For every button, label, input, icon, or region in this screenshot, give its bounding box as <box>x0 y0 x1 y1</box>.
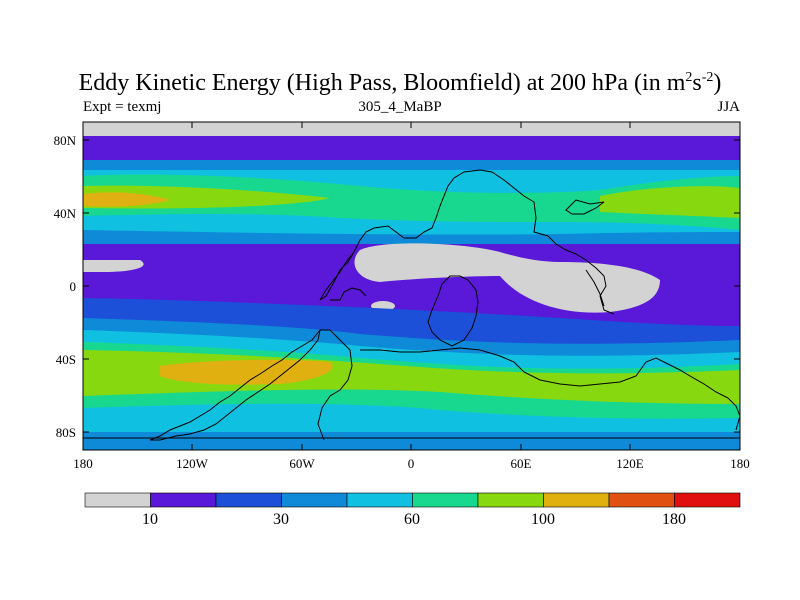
colorbar-swatch <box>215 492 282 508</box>
lon-tick-60w: 60W <box>289 456 315 471</box>
lon-axis <box>191 122 631 450</box>
colorbar-swatch <box>608 492 675 508</box>
colorbar-label-180: 180 <box>662 511 686 528</box>
polar-cap-low <box>83 122 740 138</box>
continent-outlines <box>83 169 740 441</box>
colorbar-label-60: 60 <box>404 511 420 528</box>
lon-tick-180w: 180 <box>73 456 93 471</box>
lat-tick-80n: 80N <box>54 133 77 148</box>
low-eke-region-b <box>500 276 660 313</box>
colorbar-swatch <box>543 492 610 508</box>
experiment-label: Expt = texmj <box>83 99 162 115</box>
colorbar-swatch <box>150 492 217 508</box>
lat-tick-40s: 40S <box>56 352 76 367</box>
title-unit-s: s <box>692 70 702 96</box>
colorbar-swatch <box>674 492 741 508</box>
landmass-outline-south <box>83 329 740 441</box>
title-exponent-2: -2 <box>701 70 714 85</box>
lon-tick-0: 0 <box>408 456 415 471</box>
chart-title: Eddy Kinetic Energy (High Pass, Bloomfie… <box>0 70 800 97</box>
lon-tick-120e: 120E <box>616 456 644 471</box>
colorbar-swatch <box>477 492 544 508</box>
colorbar-swatch <box>281 492 348 508</box>
colorbar-swatch <box>346 492 413 508</box>
title-end: ) <box>713 70 722 96</box>
colorbar-label-10: 10 <box>142 511 158 528</box>
title-exponent-1: 2 <box>685 70 693 85</box>
lon-tick-60e: 60E <box>511 456 532 471</box>
lon-tick-120w: 120W <box>176 456 209 471</box>
lon-tick-180e: 180 <box>730 456 750 471</box>
map-plot <box>83 122 740 450</box>
colorbar-swatch <box>412 492 479 508</box>
title-main: Eddy Kinetic Energy (High Pass, Bloomfie… <box>78 70 686 96</box>
northern-jet-peak <box>83 192 170 207</box>
lat-tick-80s: 80S <box>56 425 76 440</box>
lat-tick-0: 0 <box>70 279 77 294</box>
low-eke-west <box>83 260 144 272</box>
northern-jet-core <box>83 174 740 230</box>
southern-jet-peak <box>160 359 333 385</box>
colorbar-label-30: 30 <box>273 511 289 528</box>
colorbar-swatch <box>84 492 151 508</box>
northern-jet-max-east <box>600 186 740 218</box>
landmass-outline-north <box>319 169 615 347</box>
band-north-weak <box>83 136 740 160</box>
lat-axis <box>83 139 740 433</box>
run-label: 305_4_MaBP <box>358 99 442 115</box>
season-label: JJA <box>717 99 740 115</box>
lat-tick-40n: 40N <box>54 206 77 221</box>
colorbar <box>84 492 741 508</box>
colorbar-label-100: 100 <box>531 511 555 528</box>
polar-south-inner <box>83 432 740 450</box>
